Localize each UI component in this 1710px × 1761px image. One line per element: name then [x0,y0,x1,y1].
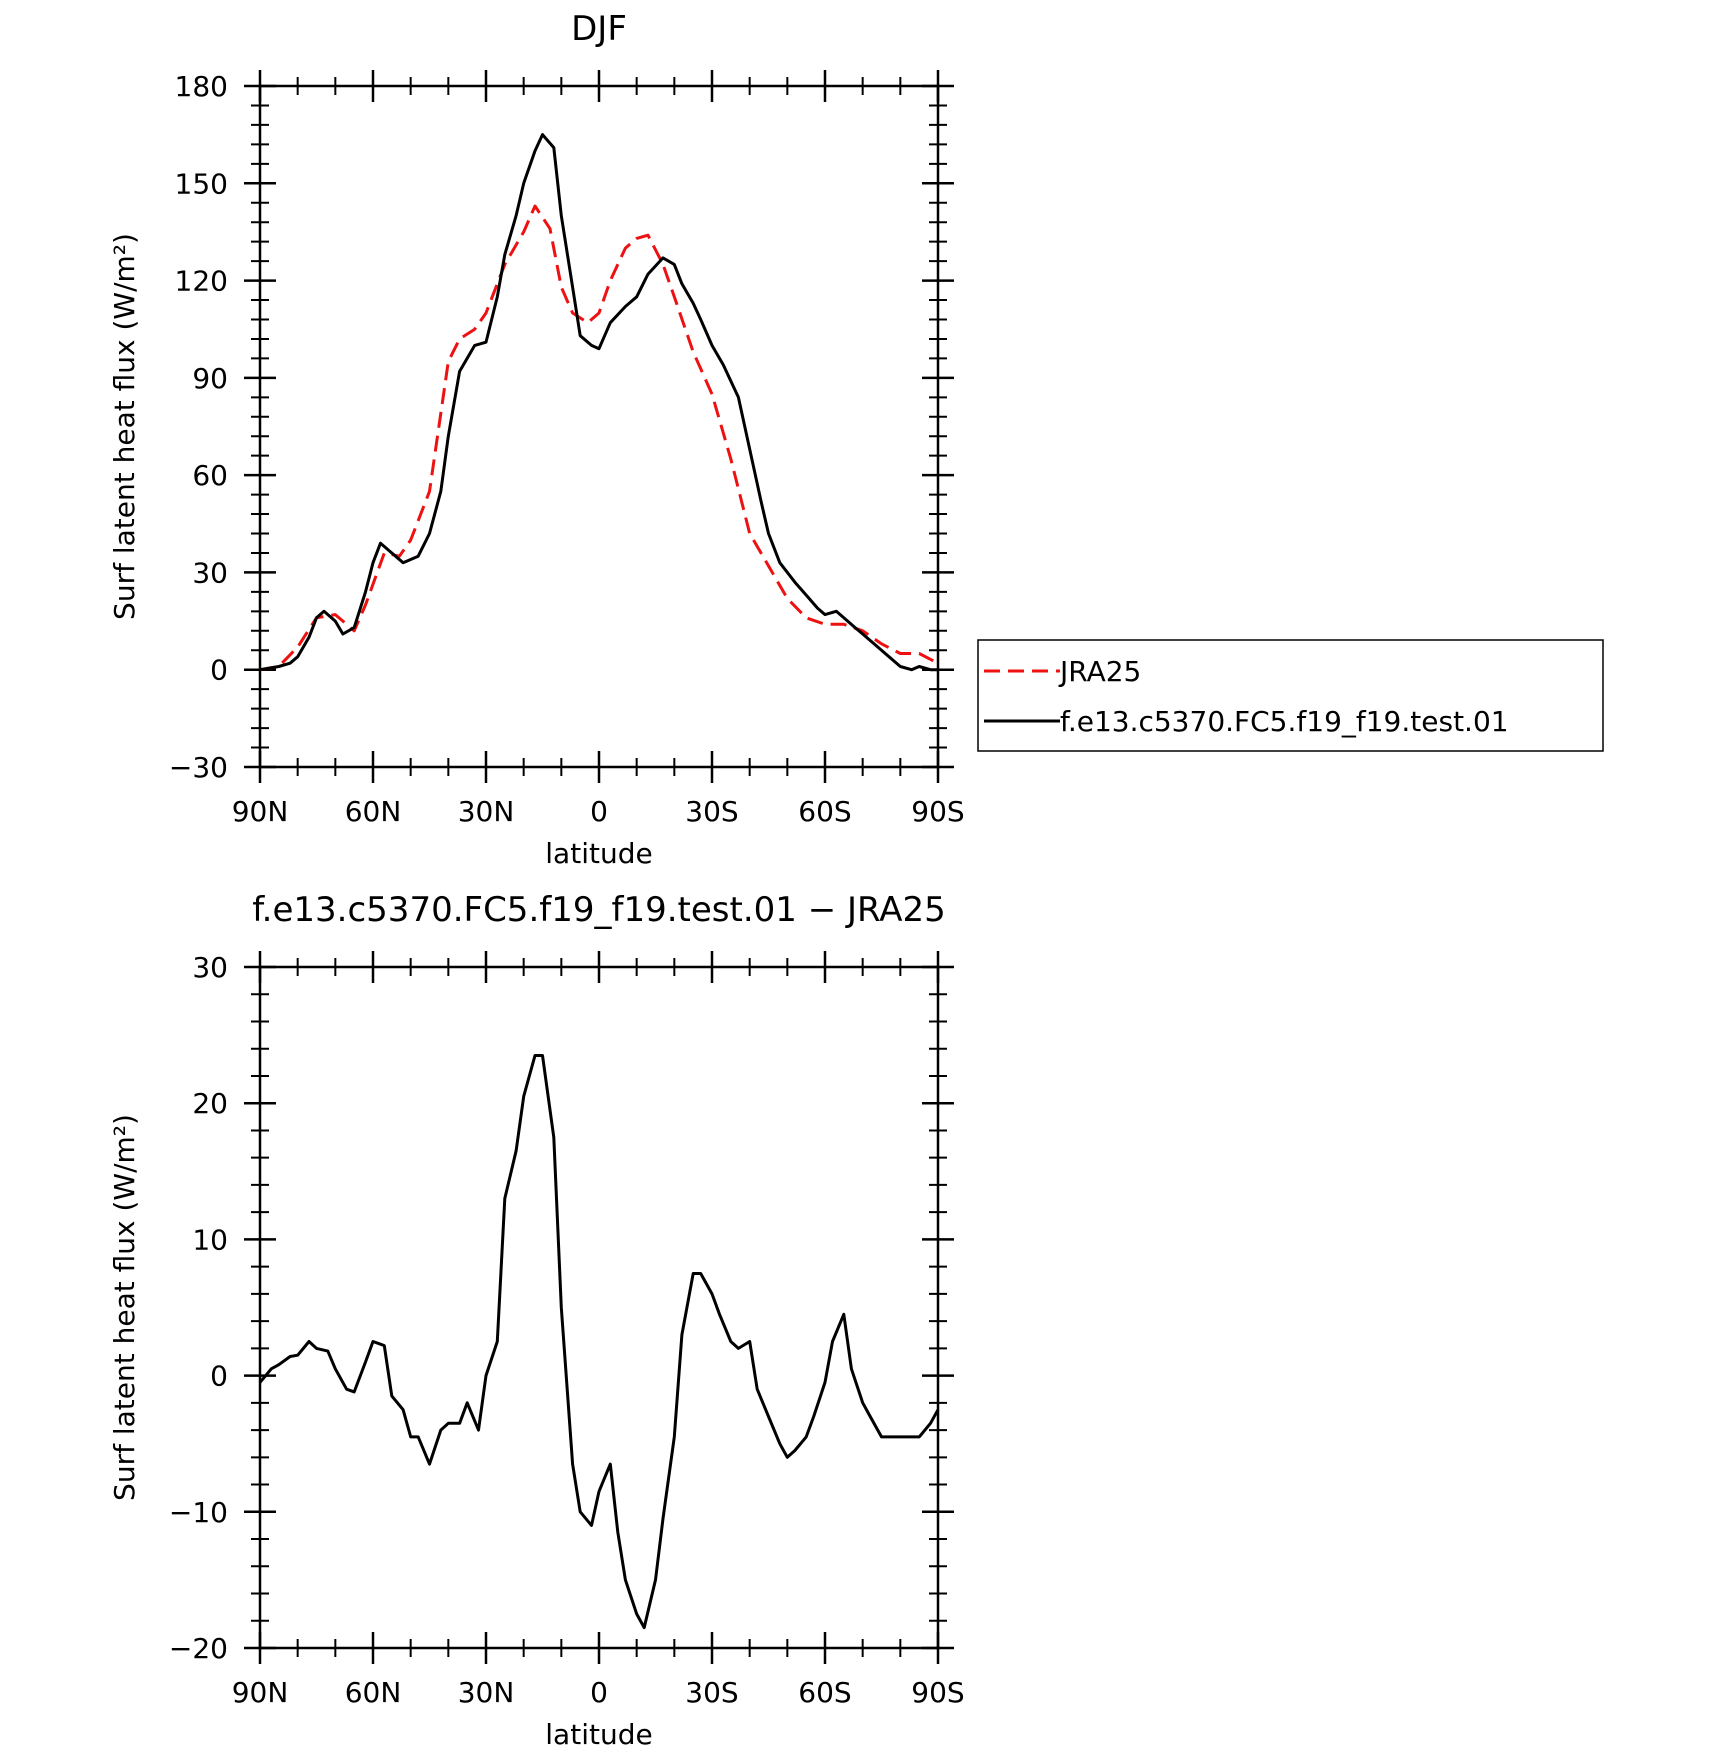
y-tick-label: −20 [169,1632,228,1665]
x-tick-label: 30N [458,1676,515,1709]
x-tick-label: 60S [798,795,851,828]
x-tick-label: 90S [911,795,964,828]
x-tick-label: 30S [685,1676,738,1709]
series-line-difference [258,1054,940,1630]
x-axis-label-top: latitude [545,837,652,870]
y-tick-label: 30 [192,556,228,589]
legend: JRA25 f.e13.c5370.FC5.f19_f19.test.01 [977,639,1604,752]
y-axis-label-bottom: Surf latent heat flux (W/m²) [108,1114,141,1501]
x-tick-label: 60N [345,1676,402,1709]
x-tick-label: 60S [798,1676,851,1709]
y-tick-label: −10 [169,1496,228,1529]
x-tick-label: 90N [232,795,289,828]
panel-top: DJF latitude Surf latent heat flux (W/m²… [108,9,1604,870]
y-axis-label-top: Surf latent heat flux (W/m²) [108,233,141,620]
y-tick-label: 90 [192,362,228,395]
x-tick-label: 30N [458,795,515,828]
x-tick-label: 90S [911,1676,964,1709]
chart-title-top: DJF [571,9,627,49]
plot-frame [258,965,940,1650]
x-axis-label-bottom: latitude [545,1718,652,1751]
y-tick-label: 180 [175,70,228,103]
x-tick-label: 0 [590,1676,608,1709]
y-tick-label: 20 [192,1087,228,1120]
legend-box [977,639,1604,752]
x-tick-label: 30S [685,795,738,828]
x-tick-label: 60N [345,795,402,828]
plot-frame [258,84,940,769]
panel-bottom: f.e13.c5370.FC5.f19_f19.test.01 − JRA25 … [108,890,965,1751]
x-tick-label: 90N [232,1676,289,1709]
y-tick-label: 0 [210,1360,228,1393]
y-tick-label: 120 [175,265,228,298]
y-tick-label: 60 [192,459,228,492]
y-tick-label: 10 [192,1223,228,1256]
y-tick-label: 0 [210,654,228,687]
chart-title-bottom: f.e13.c5370.FC5.f19_f19.test.01 − JRA25 [252,890,946,930]
legend-label-model: f.e13.c5370.FC5.f19_f19.test.01 [1060,705,1509,738]
y-tick-label: −30 [169,751,228,784]
x-tick-label: 0 [590,795,608,828]
y-tick-label: 150 [175,167,228,200]
y-tick-label: 30 [192,951,228,984]
series-line-f-e13-c5370-fc5-f19-f19-test-01 [259,133,938,672]
legend-label-jra25: JRA25 [1058,655,1141,688]
